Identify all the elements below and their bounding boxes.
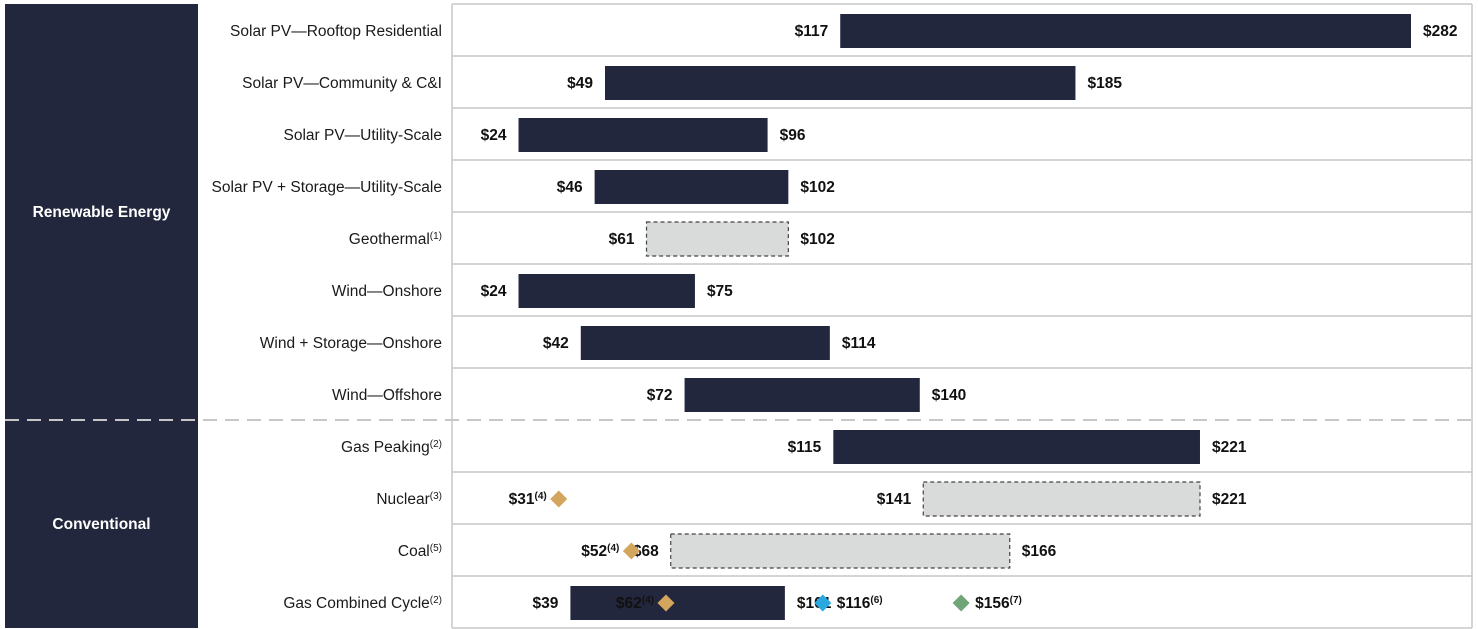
range-bar-dashed [922, 481, 1201, 517]
low-value-label: $46 [557, 179, 583, 196]
range-bar-dashed [645, 221, 789, 257]
marker-diamond [550, 490, 568, 508]
high-value-label: $282 [1423, 23, 1457, 40]
low-value-label: $117 [795, 23, 829, 40]
category-label: Gas Peaking(2) [341, 439, 442, 456]
category-label: Solar PV + Storage—Utility-Scale [212, 179, 442, 196]
group-label: Renewable Energy [33, 204, 171, 221]
low-value-label: $24 [481, 283, 507, 300]
marker-label: $31(4) [509, 491, 547, 508]
range-bar [580, 326, 830, 360]
marker-diamond [814, 594, 832, 612]
high-value-label: $185 [1087, 75, 1122, 92]
group-label: Conventional [52, 516, 150, 533]
category-label: Wind—Offshore [332, 387, 442, 404]
category-label: Solar PV—Rooftop Residential [230, 23, 442, 40]
category-label: Coal(5) [398, 543, 442, 560]
range-bar [605, 66, 1076, 100]
category-label: Nuclear(3) [376, 491, 442, 508]
marker-label: $116(6) [837, 595, 883, 612]
low-value-label: $115 [788, 439, 822, 456]
range-bar [518, 118, 768, 152]
high-value-label: $166 [1022, 543, 1057, 560]
high-value-label: $102 [800, 231, 834, 248]
group-panel [5, 420, 198, 628]
marker-label: $52(4) [581, 543, 619, 560]
category-label: Solar PV—Community & C&I [242, 75, 442, 92]
low-value-label: $61 [609, 231, 635, 248]
low-value-label: $68 [633, 543, 659, 560]
range-bar [833, 430, 1200, 464]
low-value-label: $39 [533, 595, 559, 612]
low-value-label: $49 [567, 75, 593, 92]
high-value-label: $102 [800, 179, 834, 196]
low-value-label: $72 [647, 387, 673, 404]
marker-diamond [952, 594, 970, 612]
category-label: Wind + Storage—Onshore [260, 335, 442, 352]
high-value-label: $96 [780, 127, 806, 144]
range-bar [684, 378, 920, 412]
high-value-label: $221 [1212, 491, 1247, 508]
marker-diamond [622, 542, 640, 560]
high-value-label: $75 [707, 283, 733, 300]
category-label: Gas Combined Cycle(2) [283, 595, 442, 612]
high-value-label: $140 [932, 387, 966, 404]
group-panel [5, 4, 198, 420]
category-label: Geothermal(1) [349, 231, 442, 248]
category-label: Wind—Onshore [332, 283, 442, 300]
range-bar [518, 274, 695, 308]
marker-label: $62(4) [616, 595, 654, 612]
high-value-label: $221 [1212, 439, 1247, 456]
range-bar [840, 14, 1411, 48]
high-value-label: $114 [842, 335, 876, 352]
low-value-label: $141 [877, 491, 912, 508]
category-label: Solar PV—Utility-Scale [284, 127, 443, 144]
low-value-label: $42 [543, 335, 569, 352]
low-value-label: $24 [481, 127, 507, 144]
range-bar [570, 586, 785, 620]
marker-diamond [657, 594, 675, 612]
range-bar [594, 170, 789, 204]
range-bar-dashed [670, 533, 1011, 569]
marker-label: $156(7) [975, 595, 1022, 612]
